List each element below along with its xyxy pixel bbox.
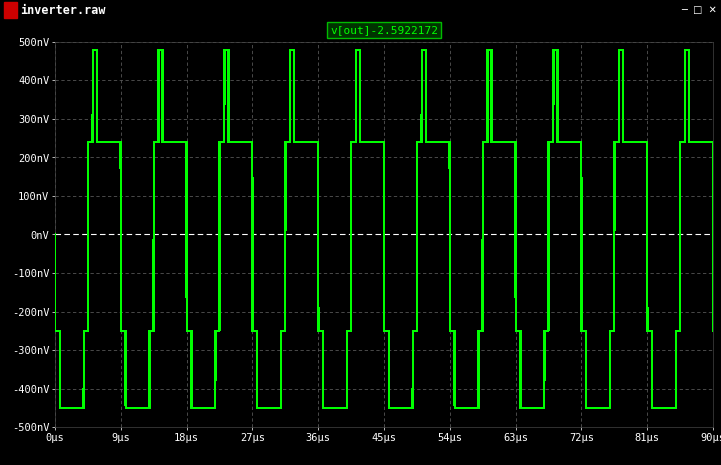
Text: inverter.raw: inverter.raw: [20, 4, 106, 16]
Text: v[out]-2.5922172: v[out]-2.5922172: [330, 25, 438, 35]
Bar: [4, 2, 17, 18]
Text: ─  □  ✕: ─ □ ✕: [681, 5, 717, 15]
